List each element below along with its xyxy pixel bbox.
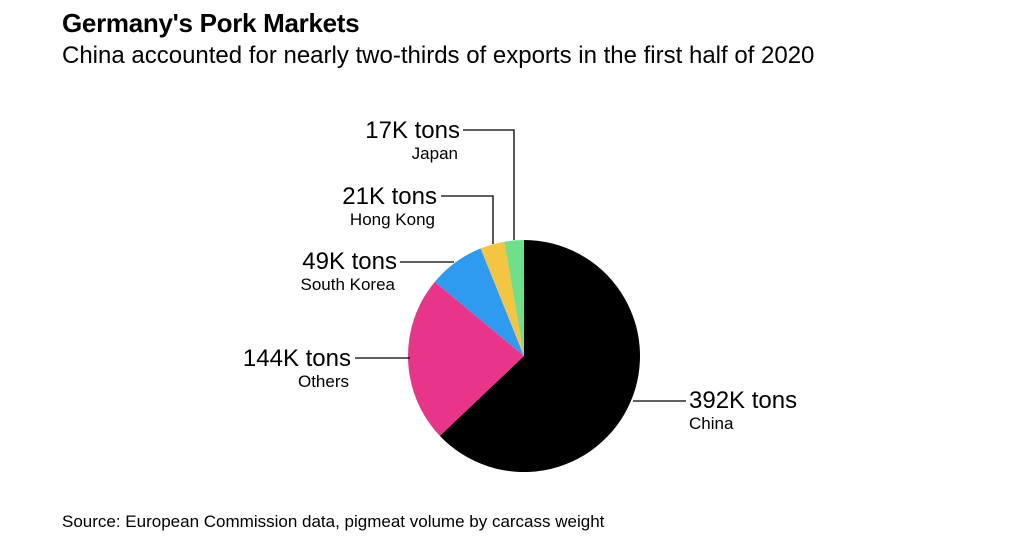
slice-value-label-others: 144K tons bbox=[243, 345, 351, 372]
pie-slice-south-korea bbox=[434, 248, 524, 356]
leader-line-japan bbox=[463, 129, 515, 240]
chart-title: Germany's Pork Markets bbox=[62, 8, 360, 38]
slice-category-label-south-korea: South Korea bbox=[300, 275, 395, 294]
pie-slice-japan bbox=[504, 240, 524, 356]
slice-category-label-china: China bbox=[689, 414, 734, 433]
pie-slice-china bbox=[439, 240, 640, 472]
source-note: Source: European Commission data, pigmea… bbox=[62, 512, 605, 531]
leader-line-hong-kong bbox=[441, 195, 494, 244]
slice-category-label-hong-kong: Hong Kong bbox=[350, 210, 435, 229]
pie-slices bbox=[408, 240, 640, 472]
chart-subtitle: China accounted for nearly two-thirds of… bbox=[62, 42, 815, 69]
slice-value-label-hong-kong: 21K tons bbox=[342, 183, 437, 210]
slice-category-label-others: Others bbox=[298, 372, 349, 391]
leader-lines bbox=[355, 129, 686, 402]
slice-value-label-japan: 17K tons bbox=[365, 117, 460, 144]
pie-slice-hong-kong bbox=[480, 241, 524, 356]
slice-value-label-china: 392K tons bbox=[689, 387, 797, 414]
slice-value-label-south-korea: 49K tons bbox=[302, 248, 397, 275]
pie-slice-others bbox=[408, 281, 524, 436]
slice-category-label-japan: Japan bbox=[412, 144, 458, 163]
